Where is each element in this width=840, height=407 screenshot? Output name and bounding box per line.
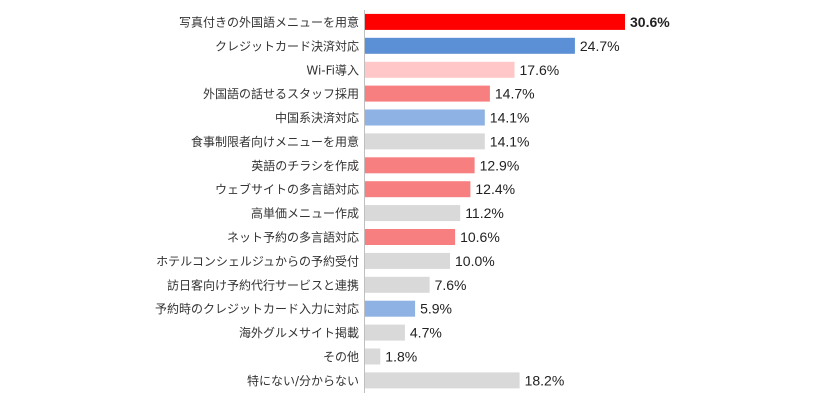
bar [365, 348, 381, 365]
category-label: クレジットカード決済対応 [215, 38, 359, 53]
bar [365, 157, 475, 174]
bar [365, 372, 520, 389]
category-label: Wi-Fi導入 [306, 63, 359, 77]
value-label: 1.8% [385, 349, 417, 365]
value-label: 12.9% [480, 157, 520, 173]
category-label: 外国語の話せるスタッフ採用 [203, 86, 359, 101]
category-label: ウェブサイトの多言語対応 [215, 182, 359, 197]
value-label: 10.0% [455, 253, 495, 269]
value-label: 7.6% [435, 277, 467, 293]
value-label: 17.6% [520, 62, 560, 78]
bar [365, 181, 471, 198]
category-label: 特にない/分からない [247, 373, 359, 388]
category-label: その他 [323, 350, 359, 364]
bar [365, 85, 490, 102]
bars-group: 写真付きの外国語メニューを用意 30.6% クレジットカード決済対応 24.7% Wi-… [155, 13, 670, 389]
value-label: 30.6% [630, 14, 670, 30]
bar [365, 229, 456, 245]
category-label: 食事制限者向けメニューを用意 [191, 134, 359, 149]
category-label: 予約時のクレジットカード入力に対応 [155, 301, 359, 316]
value-label: 11.2% [465, 205, 504, 221]
category-label: ネット予約の多言語対応 [227, 230, 359, 245]
category-label: 写真付きの外国語メニューを用意 [179, 14, 359, 29]
category-label: 高単価メニュー作成 [251, 206, 359, 221]
value-label: 18.2% [525, 372, 565, 388]
bar [365, 276, 430, 293]
bar [365, 300, 416, 317]
category-label: 英語のチラシを作成 [251, 158, 359, 173]
bar [365, 37, 575, 54]
bar [365, 109, 485, 126]
category-label: 訪日客向け予約代行サービスと連携 [167, 277, 359, 292]
value-label: 14.1% [490, 110, 530, 126]
value-label: 24.7% [580, 38, 620, 54]
bar [365, 324, 405, 341]
category-label: 中国系決済対応 [275, 110, 359, 125]
bar [365, 133, 485, 150]
category-label: ホテルコンシェルジュからの予約受付 [156, 253, 359, 268]
bar [365, 252, 450, 269]
value-label: 4.7% [410, 325, 442, 341]
value-label: 14.7% [495, 86, 535, 102]
value-label: 10.6% [460, 229, 500, 245]
value-label: 14.1% [490, 133, 530, 149]
category-label: 海外グルメサイト掲載 [239, 325, 359, 340]
bar [365, 61, 515, 78]
bar [365, 205, 461, 222]
value-label: 12.4% [475, 181, 515, 197]
bar [365, 13, 625, 30]
value-label: 5.9% [420, 301, 452, 317]
